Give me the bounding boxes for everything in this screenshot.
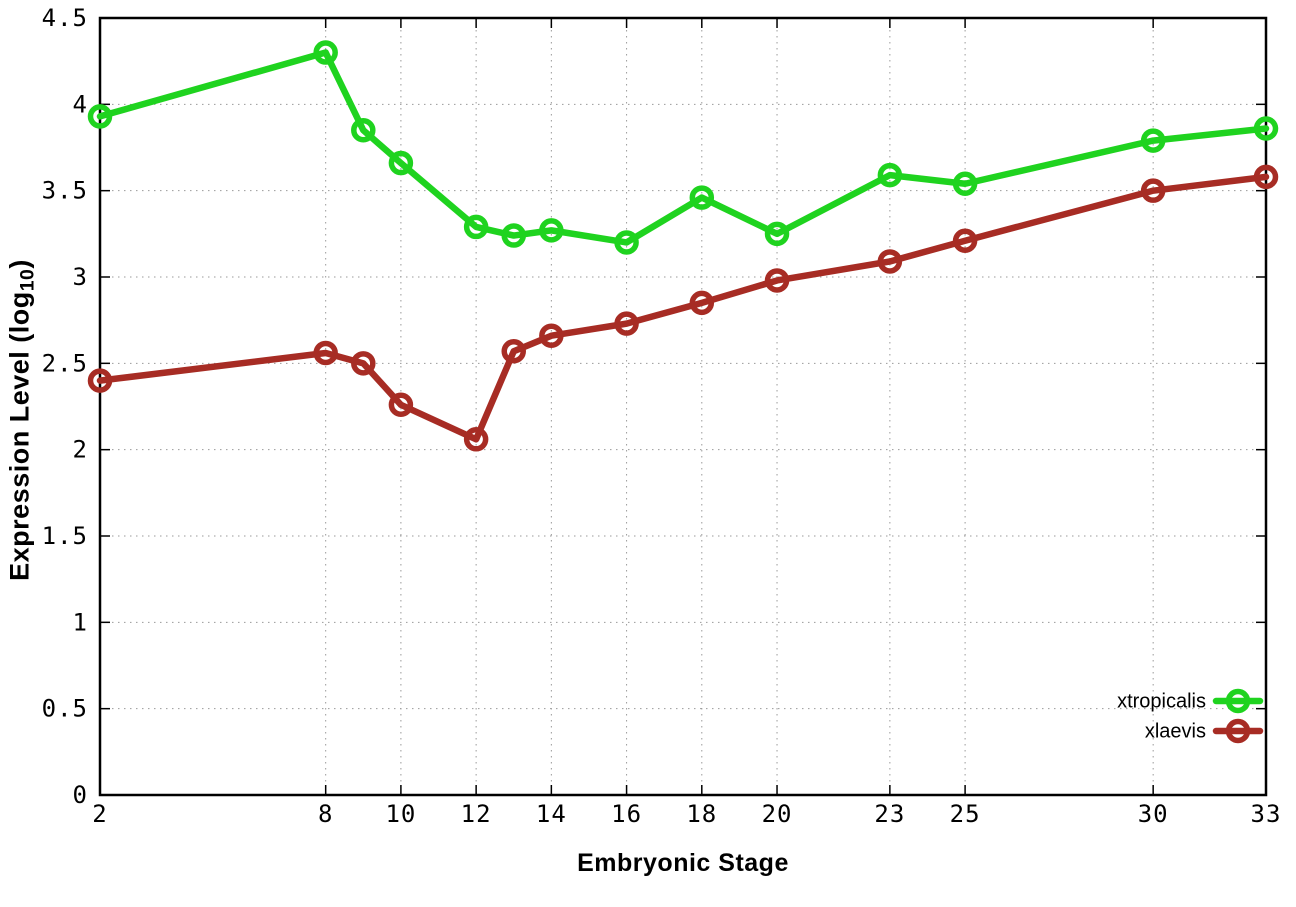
x-tick-label: 14	[536, 800, 567, 828]
data-point-xlaevis	[463, 427, 489, 452]
data-point-xlaevis	[1140, 178, 1166, 203]
x-axis-title: Embryonic Stage	[577, 849, 789, 877]
data-point-xlaevis	[1253, 164, 1279, 190]
data-point-xlaevis	[388, 392, 414, 418]
legend-label-xtropicalis: xtropicalis	[1117, 691, 1206, 713]
x-tick-label: 23	[874, 800, 905, 828]
data-point-xlaevis	[689, 290, 715, 316]
legend-marker-xlaevis	[1225, 718, 1251, 744]
x-tick-label: 12	[461, 800, 492, 828]
x-tick-label: 2	[92, 800, 107, 828]
data-point-xtropicalis	[1253, 116, 1279, 141]
data-point-xtropicalis	[539, 218, 564, 243]
y-tick-label: 1.5	[42, 522, 88, 550]
data-point-xtropicalis	[764, 221, 790, 247]
data-point-xtropicalis	[614, 230, 639, 255]
legend-marker-xtropicalis	[1225, 688, 1251, 714]
y-tick-label: 1	[73, 608, 88, 636]
data-point-xtropicalis	[351, 117, 376, 143]
data-point-xlaevis	[539, 323, 564, 348]
data-point-xtropicalis	[689, 185, 715, 210]
x-tick-label: 30	[1138, 800, 1169, 828]
data-point-xlaevis	[87, 368, 113, 393]
data-point-xlaevis	[952, 228, 978, 253]
y-tick-label: 4	[73, 90, 88, 118]
data-point-xlaevis	[501, 338, 526, 364]
x-tick-label: 20	[762, 800, 793, 828]
series-line-xtropicalis	[96, 49, 1270, 246]
data-point-xtropicalis	[501, 223, 526, 248]
y-tick-label: 0	[73, 781, 88, 809]
data-point-xlaevis	[351, 351, 376, 376]
x-tick-label: 33	[1251, 800, 1282, 828]
x-tick-label: 18	[686, 800, 717, 828]
y-axis-title: Expression Level (log10)	[4, 259, 39, 581]
data-point-xlaevis	[764, 268, 790, 293]
data-point-xtropicalis	[463, 214, 489, 240]
y-tick-label: 3	[73, 263, 88, 291]
series-line-xlaevis	[96, 173, 1270, 443]
data-point-xlaevis	[313, 340, 338, 366]
data-point-xtropicalis	[388, 150, 414, 176]
x-tick-label: 25	[950, 800, 981, 828]
y-tick-label: 2	[73, 436, 88, 464]
x-tick-label: 8	[318, 800, 333, 828]
y-tick-label: 0.5	[42, 695, 88, 723]
x-tick-label: 10	[385, 800, 416, 828]
data-point-xtropicalis	[877, 162, 903, 188]
y-tick-label: 3.5	[42, 177, 88, 205]
data-point-xlaevis	[877, 249, 903, 274]
data-point-xlaevis	[614, 311, 639, 336]
data-point-xtropicalis	[313, 40, 338, 65]
y-tick-label: 2.5	[42, 349, 88, 377]
y-axis-title-close: )	[4, 259, 35, 269]
plot-border	[98, 16, 1268, 797]
legend-label-xlaevis: xlaevis	[1145, 721, 1206, 743]
data-point-xtropicalis	[87, 104, 113, 129]
y-axis-title-subscript: 10	[16, 268, 39, 292]
data-point-xtropicalis	[1140, 128, 1166, 153]
y-axis-title-text: Expression Level (log	[4, 291, 35, 581]
y-tick-label: 4.5	[42, 4, 88, 32]
x-tick-label: 16	[611, 800, 642, 828]
data-point-xtropicalis	[952, 171, 978, 197]
